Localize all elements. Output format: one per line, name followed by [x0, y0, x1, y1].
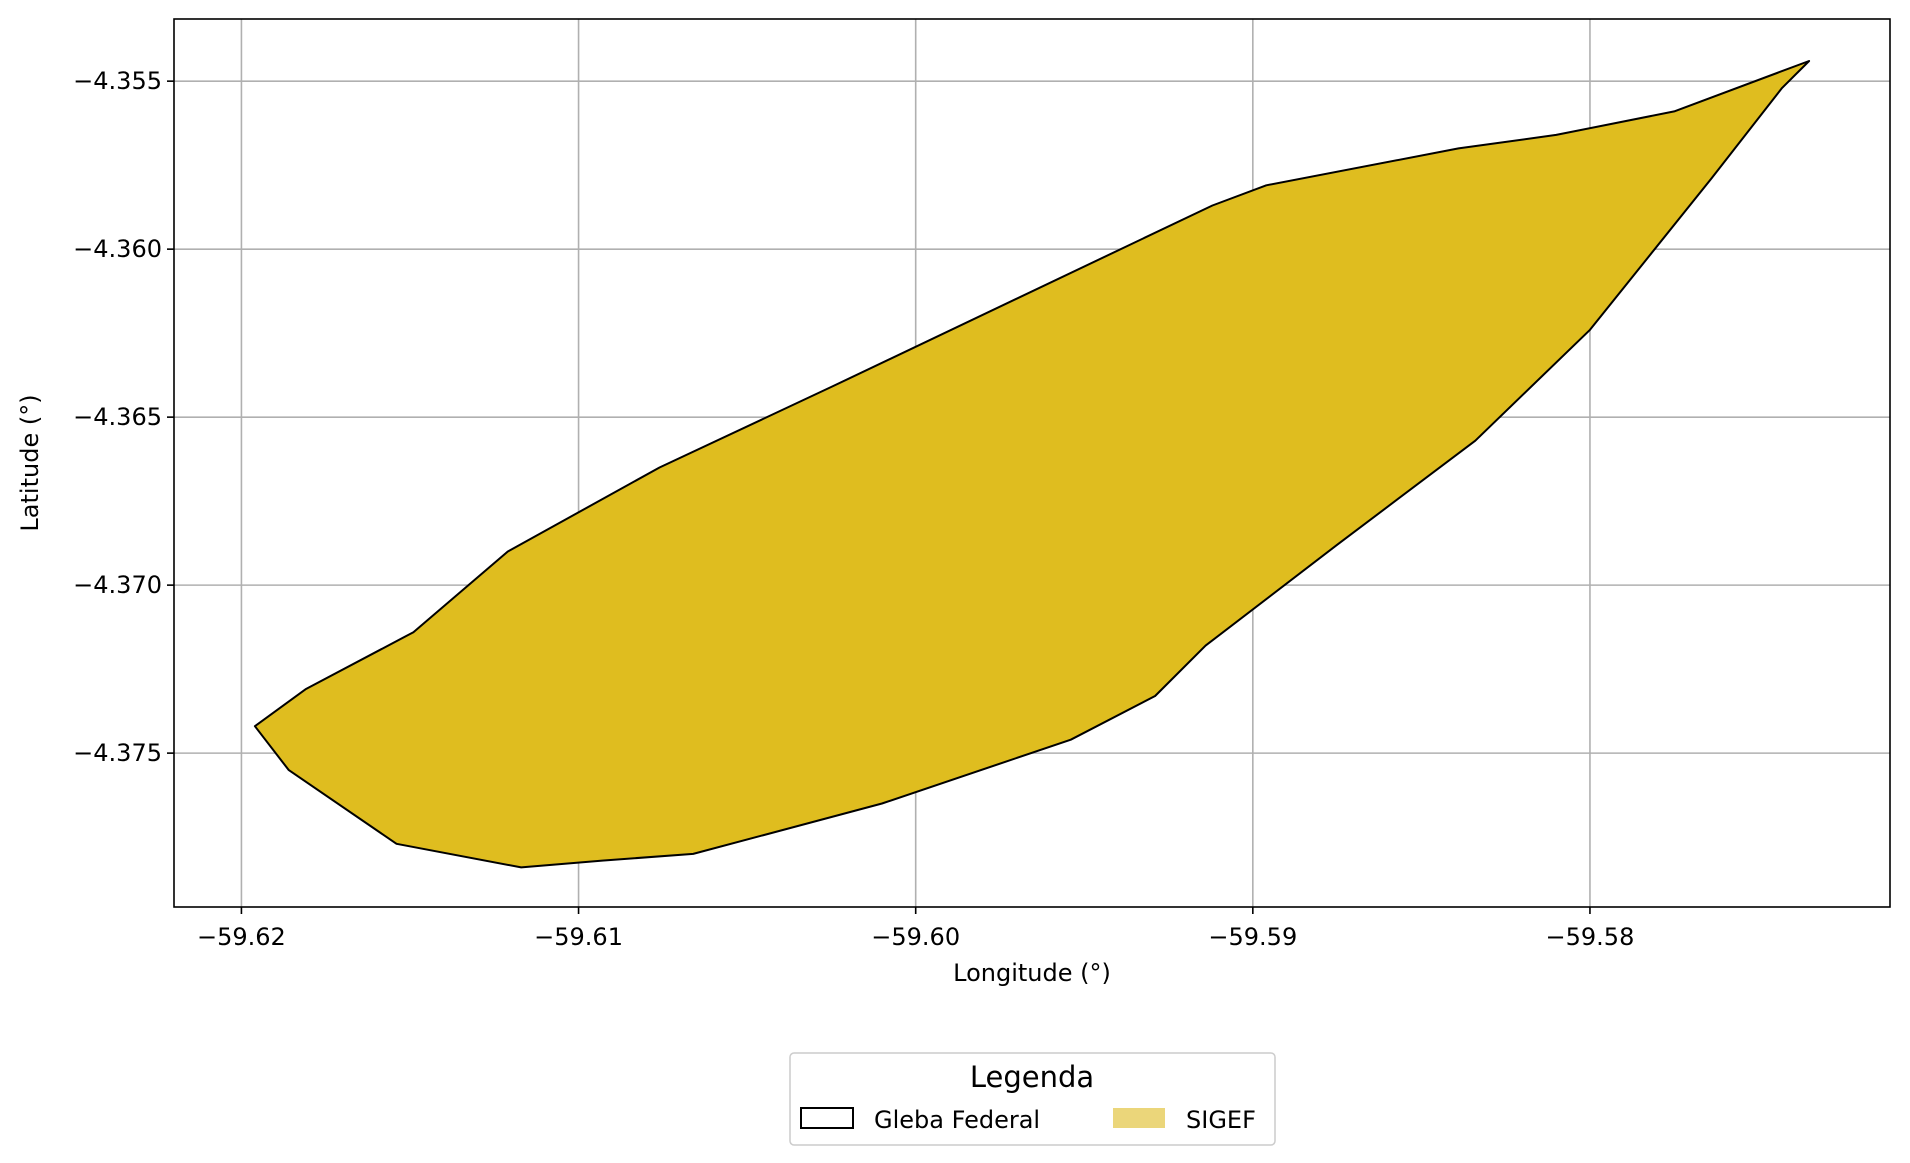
legend: Legenda Gleba Federal SIGEF — [789, 1052, 1276, 1146]
x-tick-label-2: −59.60 — [871, 923, 960, 951]
legend-swatch-1 — [1113, 1108, 1165, 1128]
y-tick-label-4: −4.375 — [73, 739, 162, 767]
x-tick-label-4: −59.58 — [1546, 923, 1635, 951]
legend-entries: Gleba Federal SIGEF — [800, 1106, 1256, 1134]
y-tick-label-2: −4.365 — [73, 403, 162, 431]
x-tick-label-0: −59.62 — [197, 923, 286, 951]
legend-title: Legenda — [970, 1060, 1094, 1094]
polygon-sigef — [253, 60, 1811, 869]
axis-ticks: −59.62 −59.61 −59.60 −59.59 −59.58 −4.355 −4.3… — [73, 67, 1634, 951]
x-tick-label-1: −59.61 — [534, 923, 623, 951]
legend-swatch-0 — [800, 1107, 854, 1129]
polygon-layer — [253, 60, 1811, 869]
x-tick-label-3: −59.59 — [1208, 923, 1297, 951]
y-tick-label-0: −4.355 — [73, 67, 162, 95]
x-axis-label: Longitude (°) — [953, 959, 1111, 987]
y-axis-label: Latitude (°) — [16, 394, 44, 531]
plot-frame — [173, 18, 1891, 908]
y-tick-label-1: −4.360 — [73, 235, 162, 263]
legend-label-1: SIGEF — [1186, 1106, 1256, 1134]
legend-label-0: Gleba Federal — [874, 1106, 1040, 1134]
y-tick-label-3: −4.370 — [73, 571, 162, 599]
